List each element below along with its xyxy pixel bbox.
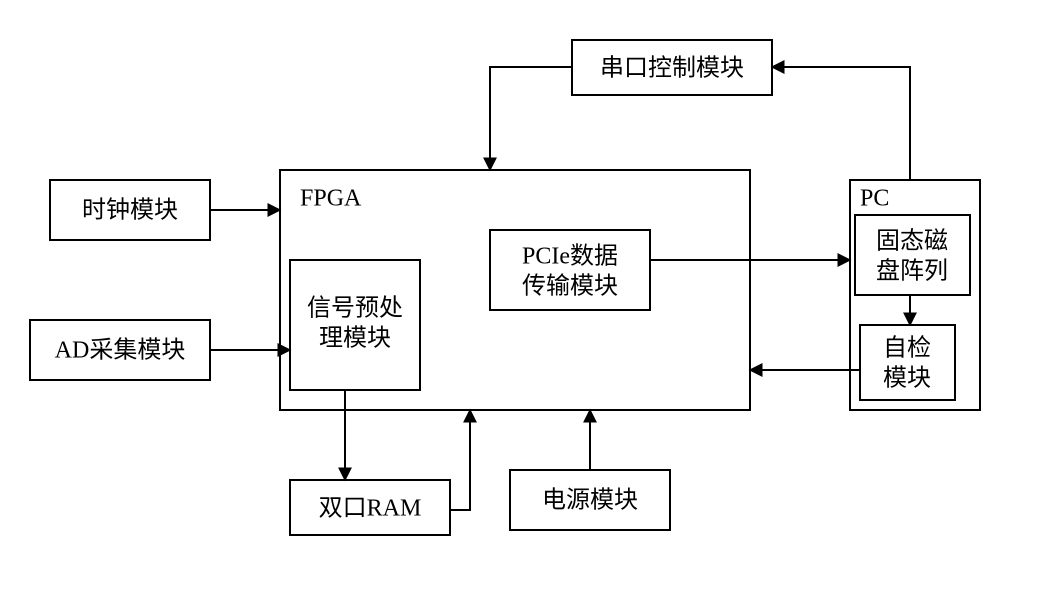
preproc-label-1: 信号预处 (307, 295, 403, 322)
edge-pc-serial (772, 67, 910, 180)
selftest-label-2: 模块 (883, 365, 931, 392)
ad-label: AD采集模块 (55, 337, 186, 364)
clock-block: 时钟模块 (50, 180, 210, 240)
ram-block: 双口RAM (290, 480, 450, 535)
ram-label: 双口RAM (319, 496, 422, 522)
edge-ram-fpga (450, 410, 470, 510)
ssd-block: 固态磁 盘阵列 (855, 215, 970, 295)
selftest-block: 自检 模块 (860, 325, 955, 400)
ssd-label-1: 固态磁 (876, 228, 948, 255)
pcie-label-2: 传输模块 (522, 273, 618, 300)
power-label: 电源模块 (542, 487, 638, 514)
diagram-canvas: FPGA 信号预处 理模块 PCIe数据 传输模块 串口控制模块 时钟模块 AD… (0, 0, 1056, 604)
power-block: 电源模块 (510, 470, 670, 530)
ssd-label-2: 盘阵列 (876, 258, 948, 285)
pc-label: PC (860, 186, 889, 212)
pcie-block: PCIe数据 传输模块 (490, 230, 650, 310)
preproc-label-2: 理模块 (319, 325, 391, 352)
serial-block: 串口控制模块 (572, 40, 772, 95)
ad-block: AD采集模块 (30, 320, 210, 380)
edge-serial-fpga (490, 67, 572, 170)
clock-label: 时钟模块 (82, 197, 178, 224)
selftest-label-1: 自检 (883, 335, 931, 362)
serial-label: 串口控制模块 (600, 55, 744, 82)
pcie-label-1: PCIe数据 (522, 243, 618, 270)
preproc-block: 信号预处 理模块 (290, 260, 420, 390)
fpga-label: FPGA (300, 186, 362, 212)
